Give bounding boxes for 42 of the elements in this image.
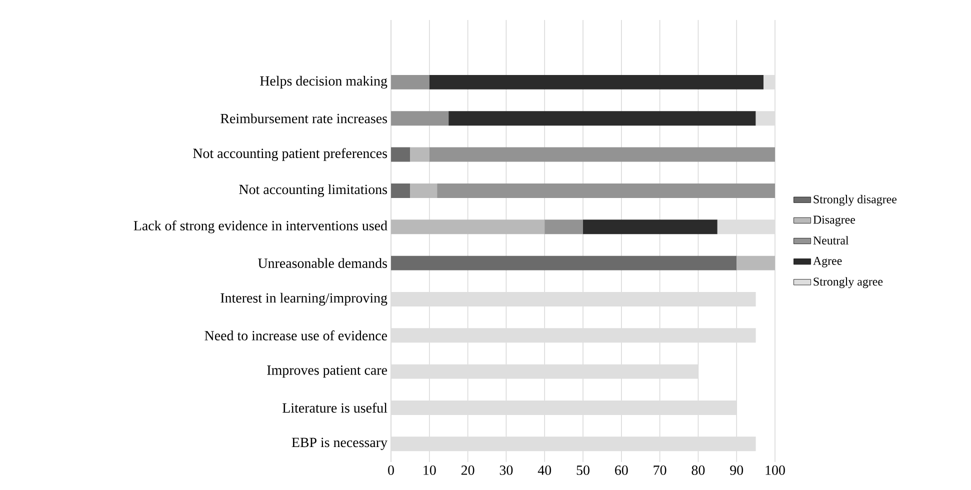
bar <box>391 220 545 234</box>
bar <box>410 147 430 162</box>
bar <box>391 183 410 198</box>
x-tick-label: 50 <box>576 466 590 475</box>
legend-label: Agree <box>813 256 842 268</box>
x-tick-label: 10 <box>424 466 436 475</box>
y-tick-label: Interest in learning/improving <box>220 292 388 306</box>
x-tick-label: 40 <box>538 466 552 475</box>
legend-label: Neutral <box>813 236 849 245</box>
y-tick-label: EBP is necessary <box>292 438 388 450</box>
x-tick-label: 20 <box>461 466 474 475</box>
legend-label: Strongly disagree <box>814 194 897 206</box>
y-tick-label: Literature is useful <box>282 402 388 413</box>
bar <box>410 183 438 198</box>
y-tick-label: Not accounting patient preferences <box>193 148 387 161</box>
x-tick-label: 60 <box>615 466 628 475</box>
y-tick-label: Improves patient care <box>267 365 387 378</box>
bar <box>429 147 776 162</box>
y-tick-label: Unreasonable demands <box>258 258 387 268</box>
x-tick-label: 70 <box>654 466 666 475</box>
y-tick-label: Not accounting limitations <box>239 184 387 198</box>
bar <box>391 111 449 126</box>
x-tick-label: 0 <box>388 466 394 475</box>
bar <box>391 147 410 162</box>
bar <box>583 220 718 234</box>
bar <box>544 220 584 234</box>
bar <box>429 74 764 90</box>
x-tick-label: 80 <box>692 466 705 475</box>
bar <box>448 111 756 126</box>
legend-label: Disagree <box>813 216 856 226</box>
y-tick-label: Lack of strong evidence in interventions used <box>134 220 388 234</box>
y-tick-label: Need to increase use of evidence <box>204 330 388 340</box>
bar <box>391 256 737 270</box>
y-tick-label: Reimbursement rate increases <box>220 113 387 124</box>
legend-label: Strongly agree <box>814 277 883 288</box>
y-tick-label: Helps decision making <box>260 76 388 89</box>
x-tick-label: 30 <box>500 466 513 475</box>
bar <box>437 183 776 198</box>
bar <box>391 74 430 90</box>
bar <box>736 256 776 270</box>
x-tick-label: 90 <box>730 466 744 475</box>
x-tick-label: 100 <box>766 466 785 475</box>
